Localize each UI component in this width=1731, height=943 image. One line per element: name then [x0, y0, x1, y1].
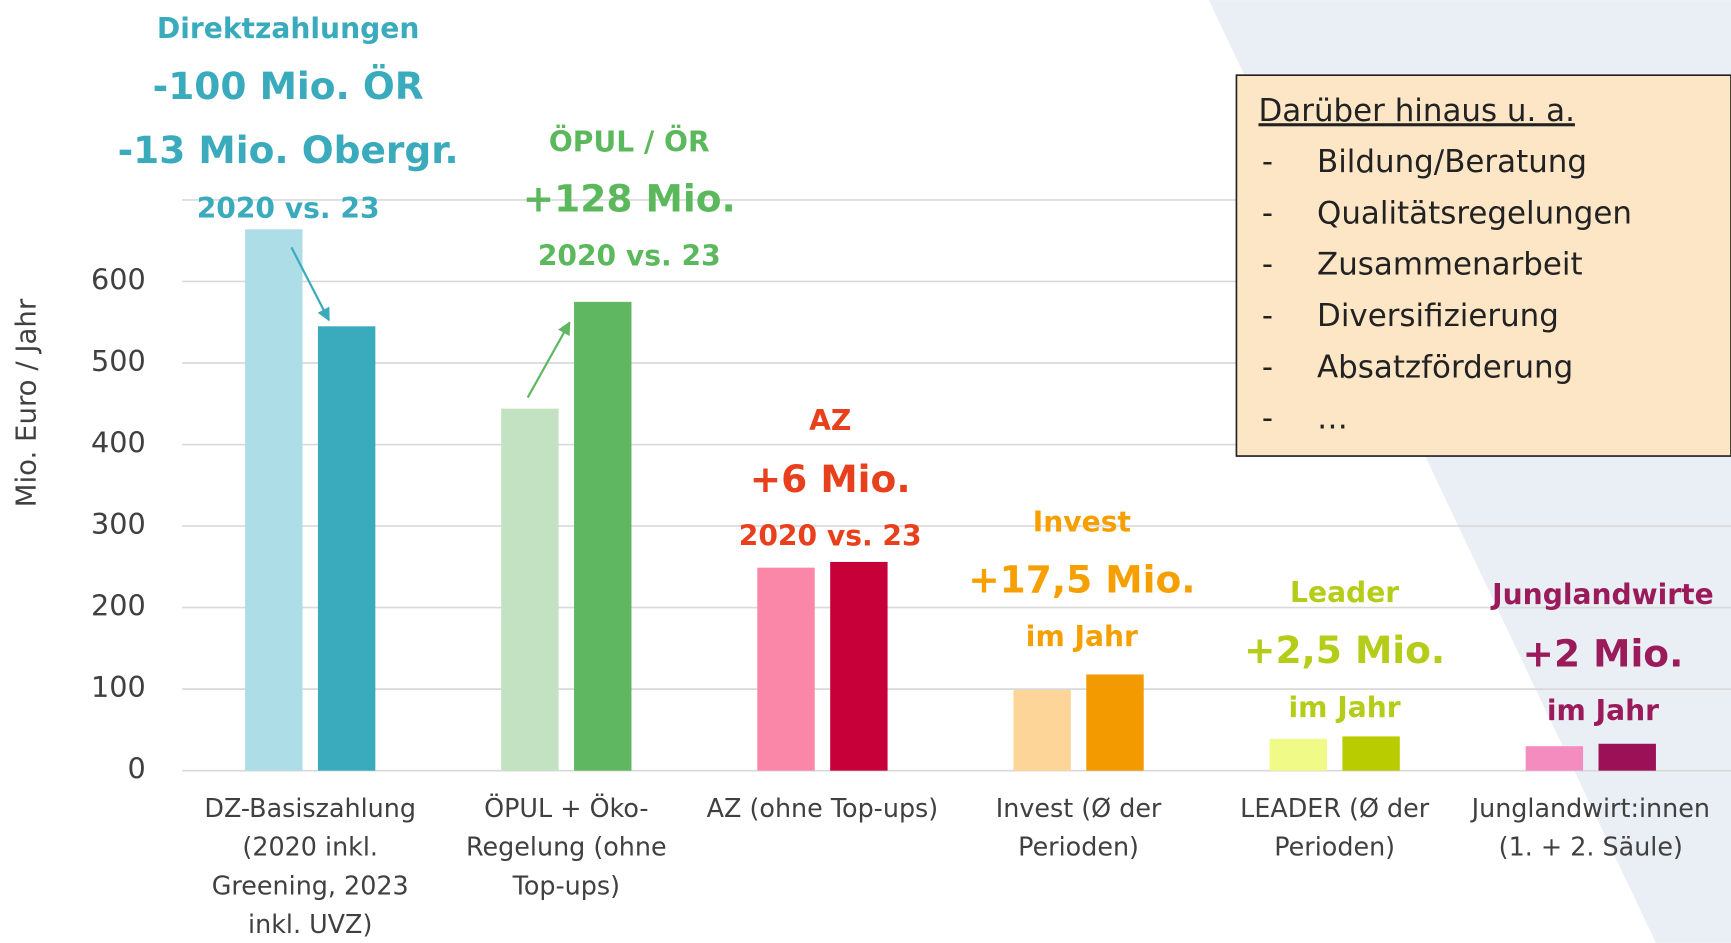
y-tick-label: 600: [91, 262, 146, 296]
note-bullet: -: [1262, 349, 1273, 385]
note-bullet: -: [1262, 144, 1273, 180]
arrow: [526, 321, 571, 399]
x-tick-label-box: LEADER (Ø der Perioden): [1240, 794, 1430, 863]
annotation: im Jahr: [1289, 691, 1401, 724]
bar: [574, 301, 632, 771]
annotation: ÖPUL / ÖR: [549, 125, 710, 159]
note-bullet: -: [1262, 247, 1273, 283]
x-tick-label: Invest (Ø der Perioden): [995, 794, 1162, 863]
bar: [1086, 674, 1144, 771]
annotation: -100 Mio. ÖR: [153, 64, 424, 108]
bar: [830, 561, 888, 771]
note-item: Diversifizierung: [1317, 298, 1559, 334]
annotation: +17,5 Mio.: [968, 557, 1195, 601]
x-tick-label-box: AZ (ohne Top-ups): [706, 794, 939, 824]
annotation: 2020 vs. 23: [197, 192, 380, 225]
annotation: Leader: [1290, 576, 1399, 609]
annotation: im Jahr: [1026, 620, 1138, 653]
note-item: Zusammenarbeit: [1317, 247, 1583, 283]
annotation: +2,5 Mio.: [1244, 628, 1445, 672]
note-item: …: [1317, 401, 1348, 437]
x-tick-label: DZ-Basiszahlung (2020 inkl. Greening, 20…: [204, 794, 417, 940]
annotation: +128 Mio.: [523, 177, 736, 221]
x-tick-label: AZ (ohne Top-ups): [706, 794, 939, 824]
x-tick-label-box: Junglandwirt:innen (1. + 2. Säule): [1471, 794, 1710, 863]
x-tick-label-box: Invest (Ø der Perioden): [995, 794, 1162, 863]
y-tick-label: 300: [91, 507, 146, 541]
x-tick-label: LEADER (Ø der Perioden): [1240, 794, 1430, 863]
x-tick-label: ÖPUL + Öko-Regelung (ohne Top-ups): [466, 794, 667, 901]
bar: [501, 408, 559, 771]
y-tick-label: 100: [91, 670, 146, 704]
x-tick-label-box: DZ-Basiszahlung (2020 inkl. Greening, 20…: [204, 794, 417, 940]
bar: [1269, 738, 1327, 771]
bar: [317, 326, 376, 771]
x-tick-label-box: ÖPUL + Öko-Regelung (ohne Top-ups): [466, 794, 667, 901]
bar: [757, 567, 815, 771]
bar: [245, 229, 303, 771]
annotation: +6 Mio.: [750, 457, 911, 501]
bar: [1525, 746, 1584, 771]
x-tick-label: Junglandwirt:innen (1. + 2. Säule): [1471, 794, 1710, 863]
bar: [1013, 689, 1071, 771]
annotation: 2020 vs. 23: [739, 520, 922, 553]
note-item: Qualitätsregelungen: [1317, 195, 1632, 231]
y-tick-label: 0: [127, 752, 145, 786]
note-bullet: -: [1262, 401, 1273, 437]
annotation: AZ: [809, 404, 851, 437]
annotation: Direktzahlungen: [157, 12, 420, 45]
annotation: Junglandwirte: [1490, 578, 1714, 611]
y-tick-label: 400: [91, 426, 146, 460]
bar: [1598, 743, 1656, 771]
annotation: im Jahr: [1547, 694, 1659, 727]
annotation: Invest: [1033, 505, 1131, 538]
note-bullet: -: [1262, 298, 1273, 334]
arrow: [290, 246, 330, 322]
note-item: Bildung/Beratung: [1317, 144, 1587, 180]
y-tick-label: 500: [91, 344, 146, 378]
annotation: +2 Mio.: [1523, 631, 1684, 675]
note-title: Darüber hinaus u. a.: [1259, 93, 1575, 129]
y-axis-label: Mio. Euro / Jahr: [10, 298, 43, 507]
y-tick-label: 200: [91, 589, 146, 623]
note-bullet: -: [1262, 195, 1273, 231]
annotation: -13 Mio. Obergr.: [118, 128, 459, 172]
bar: [1342, 736, 1400, 771]
annotation: 2020 vs. 23: [538, 239, 721, 272]
note-item: Absatzförderung: [1317, 349, 1573, 385]
